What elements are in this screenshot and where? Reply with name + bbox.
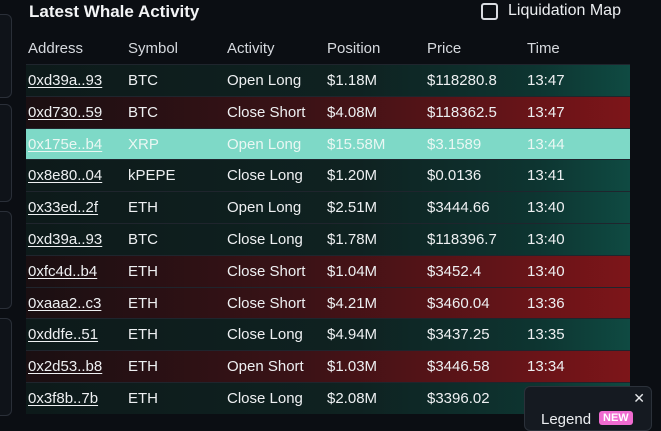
position-cell: $2.08M bbox=[327, 389, 378, 407]
sidebar-card[interactable] bbox=[0, 211, 12, 309]
time-cell: 13:41 bbox=[527, 167, 565, 185]
price-cell: $3437.25 bbox=[427, 326, 490, 344]
close-icon[interactable]: ✕ bbox=[633, 390, 645, 406]
table-row[interactable]: 0xfc4d..b4 ETH Close Short $1.04M $3452.4 13:… bbox=[26, 254, 630, 287]
price-cell: $0.0136 bbox=[427, 167, 482, 185]
address-link[interactable]: 0xd39a..93 bbox=[28, 230, 103, 248]
column-header-symbol: Symbol bbox=[128, 40, 179, 57]
address-link[interactable]: 0x8e80..04 bbox=[28, 167, 103, 185]
table-row[interactable]: 0xd730..59 BTC Close Short $4.08M $118362.5 1… bbox=[26, 95, 630, 128]
price-cell: $3452.4 bbox=[427, 262, 482, 280]
column-header-time: Time bbox=[527, 40, 560, 57]
activity-cell: Open Long bbox=[227, 199, 302, 217]
table-row[interactable]: 0x8e80..04 kPEPE Close Long $1.20M $0.0136 13… bbox=[26, 159, 630, 192]
time-cell: 13:40 bbox=[527, 199, 565, 217]
activity-cell: Open Long bbox=[227, 135, 302, 153]
time-cell: 13:47 bbox=[527, 103, 565, 121]
position-cell: $1.04M bbox=[327, 262, 378, 280]
column-header-address: Address bbox=[28, 40, 84, 57]
time-cell: 13:35 bbox=[527, 326, 565, 344]
address-link[interactable]: 0xd730..59 bbox=[28, 103, 103, 121]
legend-popup[interactable]: ✕ Legend NEW bbox=[524, 386, 652, 431]
time-cell: 13:40 bbox=[527, 230, 565, 248]
activity-cell: Close Short bbox=[227, 294, 306, 312]
table-row[interactable]: 0x2d53..b8 ETH Open Short $1.03M $3446.58 13:… bbox=[26, 350, 630, 382]
table-row[interactable]: 0xd39a..93 BTC Open Long $1.18M $118280.8 13:… bbox=[26, 64, 630, 96]
symbol-cell: BTC bbox=[128, 230, 158, 248]
legend-label: Legend bbox=[541, 411, 592, 428]
position-cell: $4.08M bbox=[327, 103, 378, 121]
position-cell: $4.94M bbox=[327, 326, 378, 344]
activity-cell: Close Long bbox=[227, 167, 303, 185]
address-link[interactable]: 0x33ed..2f bbox=[28, 199, 99, 217]
symbol-cell: ETH bbox=[128, 262, 158, 280]
sidebar-card[interactable] bbox=[0, 14, 12, 98]
symbol-cell: XRP bbox=[128, 135, 159, 153]
table-row[interactable]: 0xd39a..93 BTC Close Long $1.78M $118396.7 13… bbox=[26, 222, 630, 255]
column-header-position: Position bbox=[327, 40, 381, 57]
position-cell: $1.03M bbox=[327, 358, 378, 376]
address-link[interactable]: 0xfc4d..b4 bbox=[28, 262, 98, 280]
column-header-price: Price bbox=[427, 40, 462, 57]
position-cell: $2.51M bbox=[327, 199, 378, 217]
time-cell: 13:40 bbox=[527, 262, 565, 280]
activity-cell: Close Long bbox=[227, 326, 303, 344]
price-cell: $3446.58 bbox=[427, 358, 490, 376]
symbol-cell: BTC bbox=[128, 103, 158, 121]
time-cell: 13:34 bbox=[527, 358, 565, 376]
address-link[interactable]: 0x2d53..b8 bbox=[28, 358, 103, 376]
activity-cell: Close Long bbox=[227, 230, 303, 248]
position-cell: $15.58M bbox=[327, 135, 386, 153]
liquidation-map-checkbox[interactable] bbox=[481, 2, 498, 20]
panel-title: Latest Whale Activity bbox=[29, 2, 200, 21]
activity-cell: Close Short bbox=[227, 262, 306, 280]
address-link[interactable]: 0xd39a..93 bbox=[28, 72, 103, 89]
table-row[interactable]: 0x175e..b4 XRP Open Long $15.58M $3.1589 13:4… bbox=[26, 127, 630, 160]
price-cell: $118362.5 bbox=[427, 103, 497, 121]
activity-cell: Open Long bbox=[227, 72, 302, 89]
column-header-activity: Activity bbox=[227, 40, 275, 57]
new-badge: NEW bbox=[599, 411, 633, 425]
symbol-cell: ETH bbox=[128, 294, 158, 312]
time-cell: 13:47 bbox=[527, 72, 565, 89]
price-cell: $3396.02 bbox=[427, 389, 490, 407]
symbol-cell: kPEPE bbox=[128, 167, 176, 185]
whale-activity-panel: Latest Whale Activity Liquidation Map Ad… bbox=[26, 0, 661, 431]
address-link[interactable]: 0x175e..b4 bbox=[28, 135, 103, 153]
price-cell: $118396.7 bbox=[427, 230, 497, 248]
time-cell: 13:44 bbox=[527, 135, 565, 153]
price-cell: $118280.8 bbox=[427, 72, 497, 89]
symbol-cell: ETH bbox=[128, 358, 158, 376]
address-link[interactable]: 0xddfe..51 bbox=[28, 326, 99, 344]
table-row[interactable]: 0xddfe..51 ETH Close Long $4.94M $3437.25 13:… bbox=[26, 318, 630, 351]
sidebar-card[interactable] bbox=[0, 104, 12, 202]
symbol-cell: ETH bbox=[128, 199, 158, 217]
address-link[interactable]: 0x3f8b..7b bbox=[28, 389, 99, 407]
price-cell: $3444.66 bbox=[427, 199, 490, 217]
activity-cell: Close Short bbox=[227, 103, 306, 121]
price-cell: $3460.04 bbox=[427, 294, 490, 312]
position-cell: $1.78M bbox=[327, 230, 378, 248]
left-sidebar-rail bbox=[0, 0, 12, 425]
time-cell: 13:36 bbox=[527, 294, 565, 312]
sidebar-card[interactable] bbox=[0, 318, 12, 416]
table-row[interactable]: 0x33ed..2f ETH Open Long $2.51M $3444.66 13:4… bbox=[26, 191, 630, 223]
price-cell: $3.1589 bbox=[427, 135, 482, 153]
symbol-cell: ETH bbox=[128, 389, 158, 407]
table-row[interactable]: 0xaaa2..c3 ETH Close Short $4.21M $3460.04 13… bbox=[26, 286, 630, 319]
activity-cell: Close Long bbox=[227, 389, 303, 407]
position-cell: $1.18M bbox=[327, 72, 378, 89]
liquidation-map-toggle[interactable]: Liquidation Map bbox=[481, 2, 621, 20]
liquidation-map-label: Liquidation Map bbox=[508, 2, 621, 19]
position-cell: $4.21M bbox=[327, 294, 378, 312]
symbol-cell: ETH bbox=[128, 326, 158, 344]
table-header: Address Symbol Activity Position Price T… bbox=[26, 40, 631, 64]
activity-cell: Open Short bbox=[227, 358, 304, 376]
whale-activity-table: 0xd39a..93 BTC Open Long $1.18M $118280.8 13:… bbox=[26, 64, 630, 414]
symbol-cell: BTC bbox=[128, 72, 158, 89]
position-cell: $1.20M bbox=[327, 167, 378, 185]
address-link[interactable]: 0xaaa2..c3 bbox=[28, 294, 102, 312]
